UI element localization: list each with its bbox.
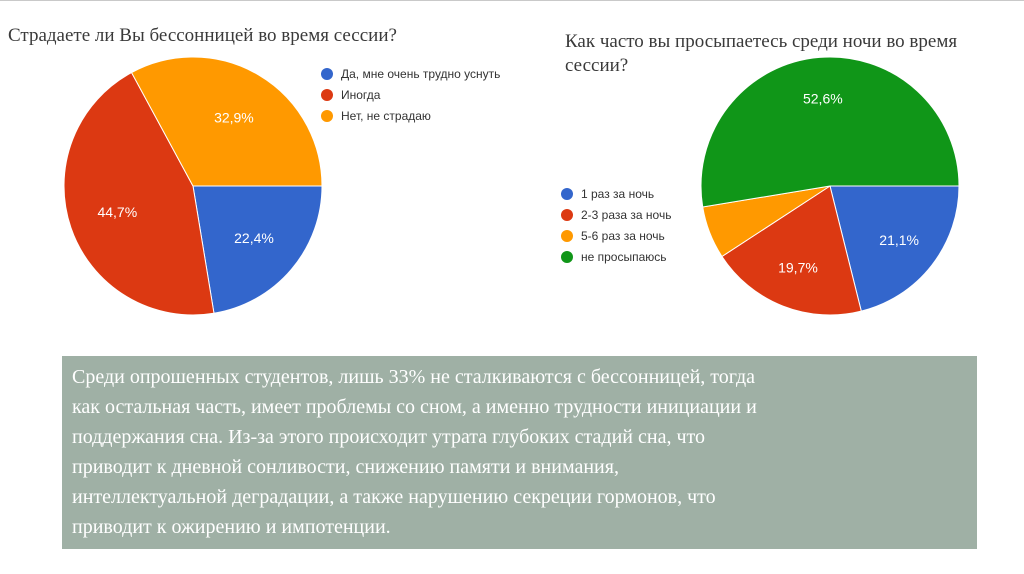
chart1-data-label: 44,7% [97,204,137,220]
chart2-data-label: 19,7% [778,260,818,276]
chart1-legend-item: Да, мне очень трудно уснуть [321,63,500,84]
chart2-legend-item: 2-3 раза за ночь [561,204,671,225]
chart2-legend-item: не просыпаюсь [561,246,671,267]
chart2-legend: 1 раз за ночь 2-3 раза за ночь 5-6 раз за … [561,183,671,267]
chart1-pie: 22,4% 44,7% 32,9% [63,56,323,316]
summary-note-line: приводит к ожирению и импотенции. [72,516,391,538]
chart2-slice [700,56,960,208]
chart2-legend-swatch [561,208,573,221]
chart1-data-label: 32,9% [214,109,254,125]
chart2-legend-swatch [561,229,573,242]
chart1-title: Страдаете ли Вы бессонницей во время сес… [8,25,397,46]
chart2-slice [721,185,862,316]
chart2-title-line1: Как часто вы просыпаетесь среди ночи во … [565,31,958,52]
chart1-slice [63,71,215,316]
chart1-legend-item: Иногда [321,84,500,105]
chart2-legend-swatch [561,250,573,263]
chart1-legend-label: Нет, не страдаю [341,108,431,123]
chart1-legend-label: Да, мне очень трудно уснуть [341,66,501,81]
chart2-data-label: 21,1% [879,232,919,248]
chart1-legend-swatch [321,109,333,122]
chart2-legend-label: 2-3 раза за ночь [581,207,672,222]
chart2-title-line2: сессии? [565,55,629,76]
chart2-title: Как часто вы просыпаетесь среди ночи во … [565,30,957,78]
chart1-slice [130,56,323,187]
chart2-legend-item: 5-6 раз за ночь [561,225,671,246]
chart2-slice [829,185,960,312]
chart2-legend-label: 1 раз за ночь [581,186,655,201]
summary-note-line: интеллектуальной деградации, а также нар… [72,486,716,508]
summary-note-text: Среди опрошенных студентов, лишь 33% не … [72,362,967,542]
chart2-pie: 21,1% 19,7% 52,6% [700,56,960,316]
chart1-legend-swatch [321,67,333,80]
summary-note-box: Среди опрошенных студентов, лишь 33% не … [62,356,977,549]
chart2-legend-swatch [561,187,573,200]
chart1-slice [192,185,323,314]
chart2-legend-label: 5-6 раз за ночь [581,228,665,243]
chart1-data-label: 22,4% [234,230,274,246]
chart2-legend-label: не просыпаюсь [581,249,667,264]
summary-note-line: как остальная часть, имеет проблемы со с… [72,396,757,418]
summary-note-line: приводит к дневной сонливости, снижению … [72,456,619,478]
summary-note-line: Среди опрошенных студентов, лишь 33% не … [72,366,756,388]
chart1-legend-item: Нет, не страдаю [321,105,500,126]
top-border [0,0,1024,1]
summary-note-line: поддержания сна. Из-за этого происходит … [72,426,705,448]
chart1-legend-label: Иногда [341,87,381,102]
chart1-legend: Да, мне очень трудно уснуть Иногда Нет, не… [321,63,500,126]
chart2-data-label: 52,6% [803,91,843,107]
chart1-legend-swatch [321,88,333,101]
chart2-legend-item: 1 раз за ночь [561,183,671,204]
